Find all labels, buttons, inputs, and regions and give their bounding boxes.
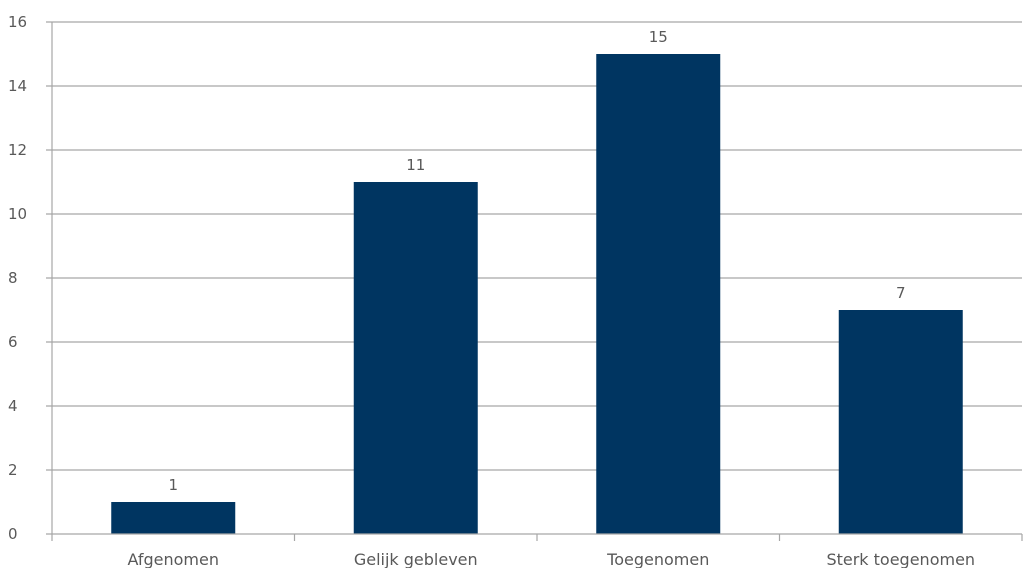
y-tick-label: 2 bbox=[8, 461, 18, 479]
y-tick-label: 0 bbox=[8, 525, 18, 543]
bar bbox=[353, 182, 478, 534]
bar-value-label: 15 bbox=[649, 28, 668, 46]
bar bbox=[596, 54, 721, 534]
axes bbox=[46, 22, 1023, 541]
y-axis-tick-labels: 0 2 4 6 8 10 12 14 16 bbox=[8, 13, 27, 543]
bar-value-label: 11 bbox=[406, 156, 425, 174]
x-category-label: Toegenomen bbox=[606, 550, 709, 568]
bar-value-label: 7 bbox=[896, 284, 906, 302]
bar-value-label: 1 bbox=[168, 476, 178, 494]
gridlines bbox=[46, 21, 1022, 471]
bars bbox=[111, 54, 963, 534]
x-category-label: Gelijk gebleven bbox=[354, 550, 478, 568]
y-tick-label: 14 bbox=[8, 77, 27, 95]
x-axis-category-labels: Afgenomen Gelijk gebleven Toegenomen Sterk … bbox=[127, 550, 975, 568]
bar bbox=[111, 502, 236, 534]
y-tick-label: 10 bbox=[8, 205, 27, 223]
y-tick-label: 16 bbox=[8, 13, 27, 31]
y-tick-label: 6 bbox=[8, 333, 18, 351]
y-tick-label: 8 bbox=[8, 269, 18, 287]
x-category-label: Afgenomen bbox=[127, 550, 219, 568]
bar bbox=[838, 310, 963, 534]
x-category-label: Sterk toegenomen bbox=[826, 550, 975, 568]
y-tick-label: 12 bbox=[8, 141, 27, 159]
y-tick-label: 4 bbox=[8, 397, 18, 415]
